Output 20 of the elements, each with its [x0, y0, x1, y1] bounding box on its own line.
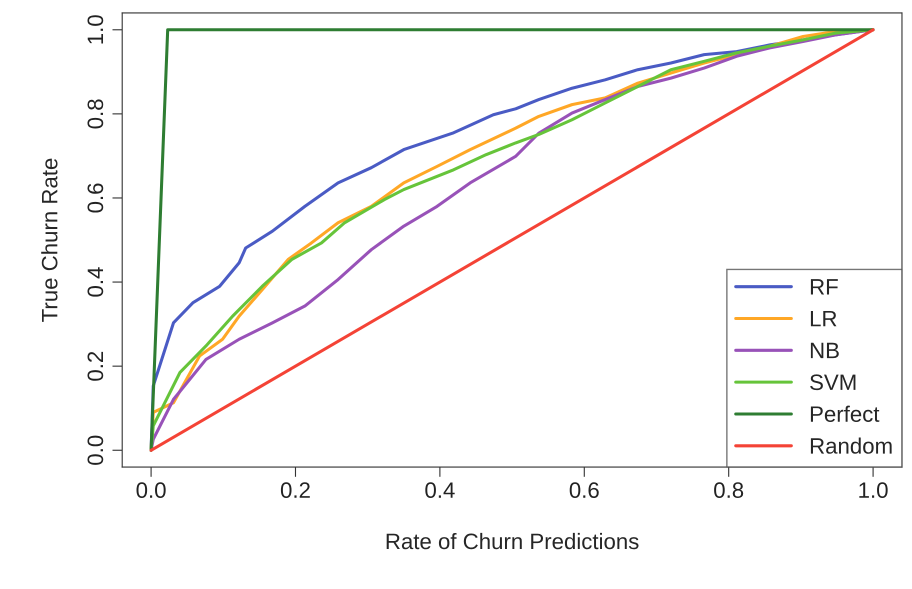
x-axis-title: Rate of Churn Predictions [386, 532, 639, 550]
legend-label: LR [810, 310, 836, 326]
y-tick-label: 0.0 [87, 436, 104, 465]
x-tick-label: 0.4 [425, 482, 455, 498]
legend-label: Random [810, 437, 892, 454]
y-axis-title: True Churn Rate [41, 158, 58, 322]
y-tick-label: 0.4 [87, 267, 104, 297]
legend-label: NB [810, 342, 839, 358]
legend-label: SVM [810, 374, 856, 390]
x-tick-label: 0.8 [714, 482, 744, 498]
x-tick-label: 0.6 [570, 482, 599, 498]
legend-label: RF [810, 279, 838, 294]
y-tick-label: 0.2 [87, 352, 104, 381]
y-tick-label: 1.0 [87, 15, 104, 44]
x-tick-label: 1.0 [859, 482, 888, 498]
y-tick-label: 0.8 [87, 99, 104, 128]
y-tick-label: 0.6 [87, 184, 104, 213]
x-tick-label: 0.0 [136, 482, 166, 498]
legend-label: Perfect [810, 406, 880, 422]
x-tick-label: 0.2 [280, 482, 310, 498]
